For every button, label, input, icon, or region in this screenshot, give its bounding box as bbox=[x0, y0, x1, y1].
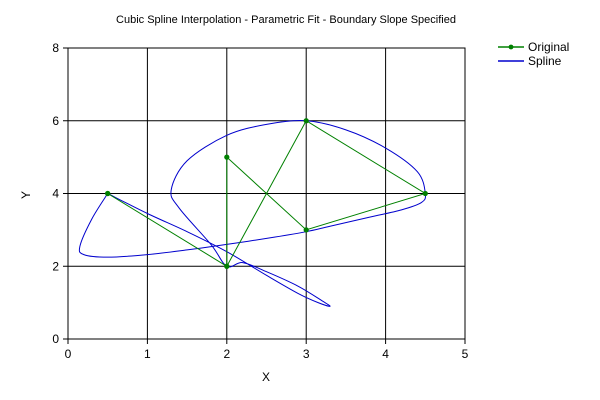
x-tick-label: 2 bbox=[223, 347, 230, 361]
y-tick-label: 4 bbox=[52, 187, 59, 201]
x-tick-label: 1 bbox=[144, 347, 151, 361]
legend-label-original: Original bbox=[528, 40, 569, 54]
y-axis: 0 2 4 6 8 bbox=[52, 41, 68, 346]
y-tick-label: 0 bbox=[52, 332, 59, 346]
x-tick-label: 3 bbox=[303, 347, 310, 361]
series-original-point bbox=[303, 118, 309, 124]
legend-label-spline: Spline bbox=[528, 54, 562, 68]
x-axis: 0 1 2 3 4 5 bbox=[65, 339, 469, 361]
x-tick-label: 4 bbox=[382, 347, 389, 361]
y-tick-label: 6 bbox=[52, 114, 59, 128]
series-original-point bbox=[224, 154, 230, 160]
x-tick-label: 5 bbox=[462, 347, 469, 361]
series-spline-line bbox=[78, 120, 427, 307]
series-original-point bbox=[303, 227, 309, 233]
x-axis-label: X bbox=[262, 370, 270, 384]
y-tick-label: 2 bbox=[52, 259, 59, 273]
legend-marker-original bbox=[508, 44, 514, 50]
series-original-line bbox=[107, 120, 427, 268]
series-layer bbox=[78, 118, 428, 307]
series-original-point bbox=[422, 190, 428, 197]
y-axis-label: Y bbox=[19, 191, 33, 199]
series-original-point bbox=[105, 190, 111, 197]
y-tick-label: 8 bbox=[52, 41, 59, 55]
x-tick-label: 0 bbox=[65, 347, 72, 361]
chart-title: Cubic Spline Interpolation - Parametric … bbox=[116, 14, 456, 26]
series-original-point bbox=[224, 263, 230, 269]
